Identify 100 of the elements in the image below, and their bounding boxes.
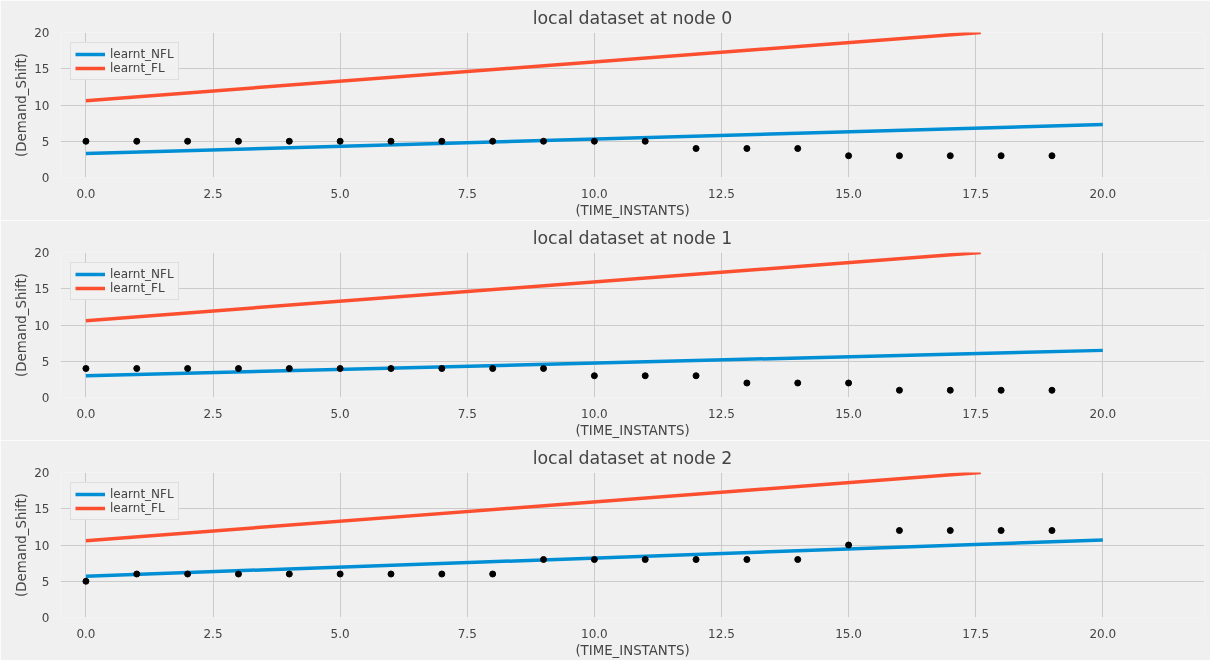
x-tick-label: 20.0 (1089, 186, 1117, 201)
x-tick-label: 0.0 (76, 186, 96, 201)
chart-title: local dataset at node 0 (532, 7, 733, 28)
x-tick-label: 20.0 (1089, 406, 1117, 421)
point (794, 379, 802, 387)
x-tick-label: 2.5 (203, 626, 223, 641)
x-tick-label: 5.0 (330, 186, 350, 201)
point (489, 137, 497, 145)
point (336, 365, 344, 372)
point (489, 365, 497, 372)
y-tick-label: 0 (41, 171, 50, 185)
y-tick-label: 5 (41, 134, 50, 149)
point (1048, 386, 1056, 394)
point (438, 570, 446, 578)
x-tick-label: 15.0 (835, 626, 862, 641)
point (184, 137, 192, 145)
x-tick-label: 7.5 (457, 626, 477, 641)
point (184, 570, 192, 578)
point (692, 145, 700, 152)
point (895, 386, 903, 394)
y-tick-label: 5 (41, 574, 50, 589)
point (946, 152, 954, 160)
x-tick-label: 15.0 (835, 406, 862, 421)
point (1048, 152, 1056, 160)
point (997, 386, 1005, 394)
point (743, 379, 751, 387)
x-tick-label: 2.5 (203, 406, 223, 421)
x-tick-label: 2.5 (203, 186, 223, 201)
x-tick-label: 12.5 (708, 626, 735, 641)
point (540, 365, 548, 372)
y-tick-label: 5 (41, 354, 50, 369)
y-tick-label: 15 (34, 502, 50, 517)
y-axis-title: (Demand_Shift) (14, 493, 30, 597)
point (234, 365, 242, 372)
point (590, 372, 598, 380)
point (641, 556, 649, 563)
legend-label: learnt_FL (110, 281, 165, 295)
x-axis-title: (TIME_INSTANTS) (575, 422, 690, 438)
chart-title: local dataset at node 1 (532, 227, 733, 248)
y-tick-label: 20 (34, 246, 50, 260)
point (590, 556, 598, 563)
x-tick-label: 7.5 (457, 406, 477, 421)
point (387, 365, 395, 372)
point (895, 152, 903, 160)
y-tick-label: 10 (34, 98, 50, 113)
point (234, 137, 242, 145)
point (997, 527, 1005, 534)
point (540, 137, 548, 145)
point (82, 137, 90, 145)
point (743, 556, 751, 563)
x-tick-label: 10.0 (581, 406, 608, 421)
legend-label: learnt_FL (110, 61, 165, 75)
y-tick-label: 15 (34, 282, 50, 297)
x-tick-label: 15.0 (835, 186, 862, 201)
point (743, 145, 751, 152)
x-tick-label: 0.0 (76, 406, 96, 421)
x-tick-label: 12.5 (708, 186, 735, 201)
point (641, 372, 649, 380)
point (540, 556, 548, 563)
y-tick-label: 10 (34, 318, 50, 333)
y-tick-label: 20 (34, 466, 50, 480)
point (82, 365, 90, 372)
point (438, 365, 446, 372)
y-tick-label: 15 (34, 62, 50, 77)
point (845, 541, 853, 549)
x-tick-label: 17.5 (962, 626, 990, 641)
x-tick-label: 17.5 (962, 406, 990, 421)
point (285, 570, 293, 578)
point (387, 570, 395, 578)
y-tick-label: 0 (41, 391, 50, 405)
point (845, 152, 853, 160)
point (641, 137, 649, 145)
point (489, 570, 497, 578)
y-axis-title: (Demand_Shift) (14, 273, 30, 377)
point (845, 379, 853, 387)
x-tick-label: 10.0 (581, 186, 608, 201)
x-tick-label: 10.0 (581, 626, 608, 641)
point (234, 570, 242, 578)
point (692, 556, 700, 563)
point (387, 137, 395, 145)
point (336, 570, 344, 578)
x-tick-label: 17.5 (962, 186, 990, 201)
point (336, 137, 344, 145)
x-tick-label: 7.5 (457, 186, 477, 201)
x-tick-label: 12.5 (708, 406, 735, 421)
point (82, 577, 90, 585)
legend-label: learnt_NFL (110, 267, 174, 281)
point (895, 527, 903, 534)
point (794, 145, 802, 152)
point (133, 570, 141, 578)
y-axis-title: (Demand_Shift) (14, 53, 30, 157)
legend-label: learnt_NFL (110, 487, 174, 501)
y-tick-label: 20 (34, 26, 50, 40)
point (285, 365, 293, 372)
x-tick-label: 5.0 (330, 406, 350, 421)
point (184, 365, 192, 372)
point (438, 137, 446, 145)
x-tick-label: 0.0 (76, 626, 96, 641)
legend-label: learnt_NFL (110, 47, 174, 61)
point (794, 556, 802, 563)
